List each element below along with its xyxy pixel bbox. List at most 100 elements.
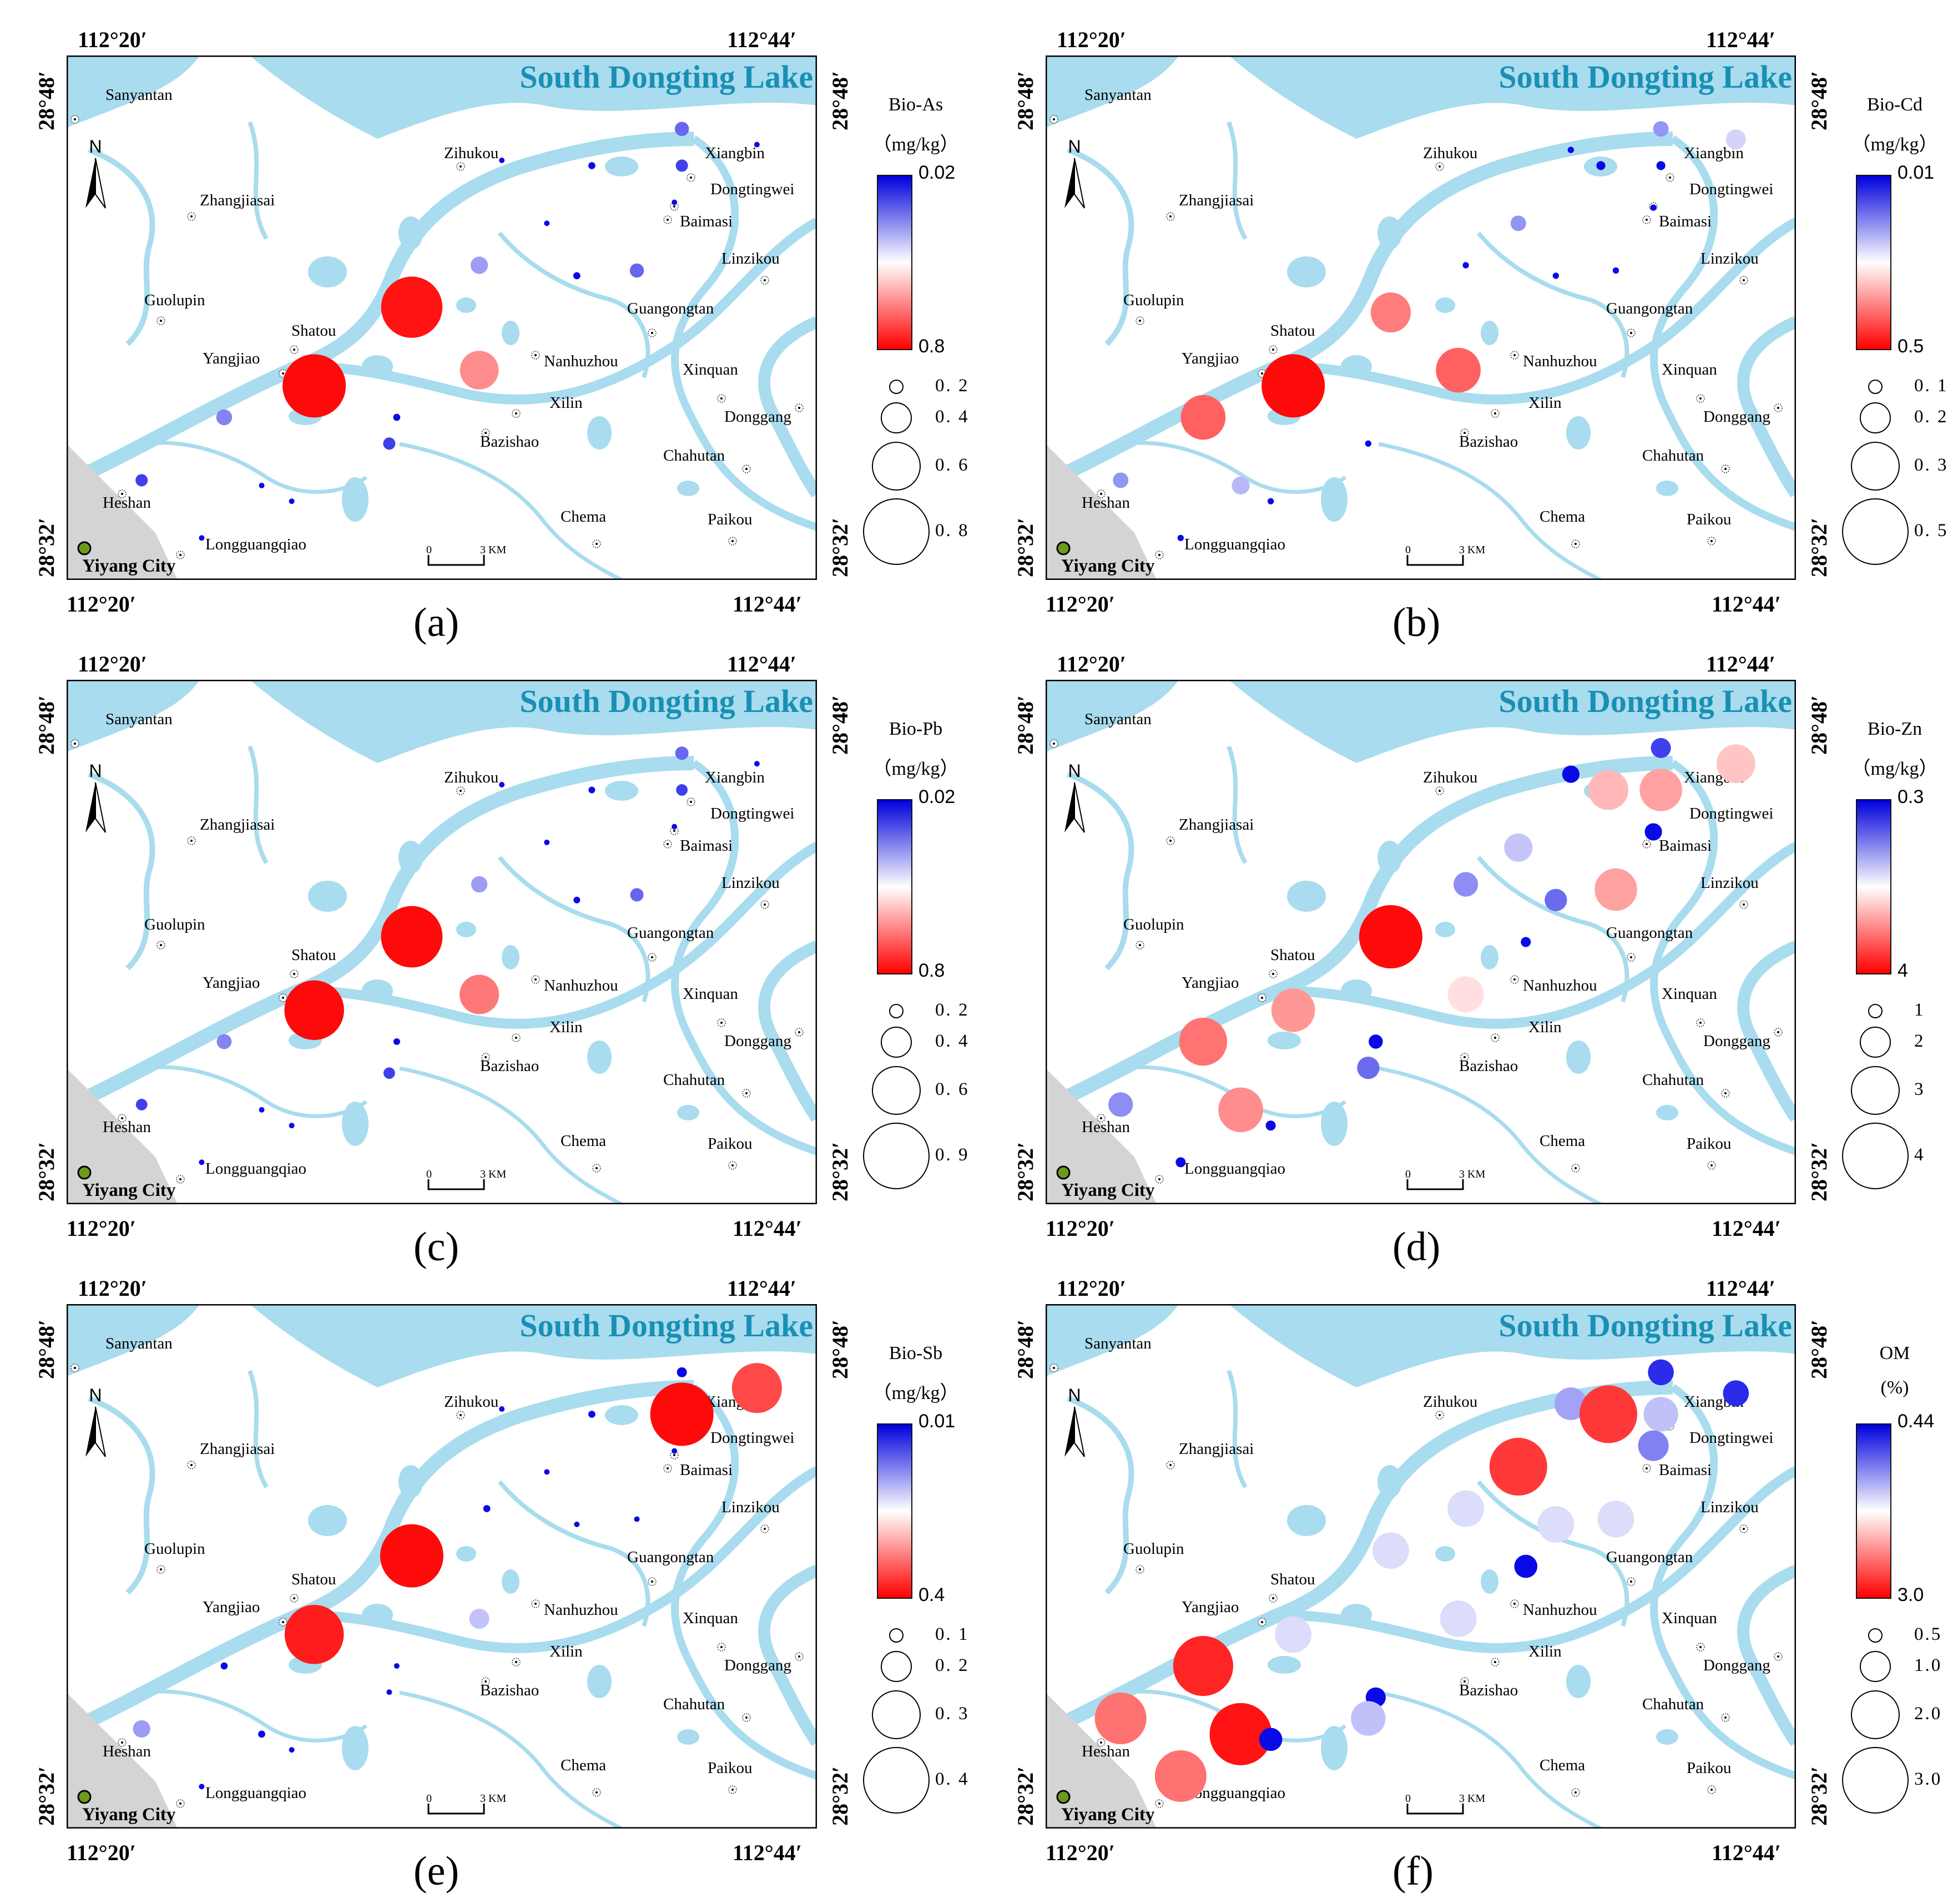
lat-label-top-left: 28°48′ — [1013, 695, 1038, 755]
channel-south — [399, 1066, 623, 1204]
sample-point — [393, 1038, 400, 1046]
lat-label-top-right: 28°48′ — [827, 70, 852, 130]
urban-area — [67, 1693, 178, 1829]
river-far-east — [758, 1564, 817, 1746]
lon-label-top-left: 112°20′ — [78, 1276, 148, 1301]
place-label: Chahutan — [1642, 1071, 1704, 1089]
place-chema: Chema — [561, 1756, 606, 1797]
color-bar-top-label: 0.01 — [919, 1411, 956, 1432]
legend-variable: OM — [1879, 1343, 1910, 1363]
main-river — [67, 132, 694, 489]
lake-area — [250, 680, 817, 763]
place-dongtingwei: Dongtingwei — [670, 1429, 794, 1459]
pond — [398, 841, 423, 874]
size-legend-label: 0. 3 — [1914, 455, 1949, 475]
sample-point — [629, 263, 644, 278]
place-linzikou: Linzikou — [721, 874, 780, 909]
sample-point — [380, 1524, 443, 1588]
place-label: Nanhuzhou — [1523, 977, 1597, 994]
pond — [398, 216, 423, 250]
place-label: Sanyantan — [105, 86, 173, 104]
sample-point — [675, 746, 689, 760]
svg-text:N: N — [1068, 1385, 1081, 1405]
place-label: Heshan — [1082, 494, 1130, 512]
sample-point — [1552, 272, 1560, 279]
river-east — [671, 760, 817, 1155]
size-legend-circle — [1868, 380, 1883, 394]
sample-point — [588, 1411, 596, 1418]
pond — [1377, 1465, 1402, 1498]
pond — [1435, 297, 1455, 313]
sample-point — [1447, 976, 1484, 1013]
place-label: Xilin — [549, 1643, 583, 1660]
sample-point — [499, 782, 505, 787]
channel-mid — [1476, 231, 1629, 378]
size-legend-circle — [872, 442, 921, 491]
sample-point — [672, 1448, 678, 1454]
lake-area-west — [1046, 680, 1179, 752]
sample-point — [1094, 1693, 1147, 1745]
lake-label: South Dongting Lake — [519, 59, 813, 95]
pond — [1656, 1729, 1678, 1745]
svg-text:3 KM: 3 KM — [480, 1792, 506, 1805]
sample-point — [381, 276, 443, 338]
sample-point — [544, 220, 550, 226]
place-zhangjiasai: Zhangjiasai — [1166, 191, 1254, 221]
place-heshan: Heshan — [1082, 1738, 1130, 1760]
place-label: Longguangqiao — [205, 1784, 306, 1802]
place-guolupin: Guolupin — [144, 1540, 205, 1574]
place-label: Shatou — [291, 946, 336, 964]
svg-text:N: N — [89, 137, 102, 156]
place-zihukou: Zihukou — [1423, 1393, 1477, 1420]
north-arrow-icon: N — [1064, 761, 1085, 833]
lon-label-bottom-left: 112°20′ — [67, 1216, 137, 1241]
scale-bar: 0 3 KM — [426, 544, 506, 566]
place-paikou: Paikou — [708, 1759, 753, 1794]
city-label: Yiyang City — [1061, 1180, 1155, 1200]
place-label: Xilin — [549, 1018, 583, 1036]
place-label: Xilin — [1528, 1643, 1562, 1660]
place-linzikou: Linzikou — [721, 1498, 780, 1533]
pond — [1321, 1102, 1348, 1146]
size-legend-label: 2.0 — [1914, 1704, 1942, 1724]
sample-point — [1514, 1554, 1538, 1578]
place-heshan: Heshan — [103, 489, 151, 512]
sample-point — [1372, 1532, 1409, 1569]
lat-label-bottom-left: 28°32′ — [1013, 517, 1038, 577]
place-longguangqiao: Longguangqiao — [176, 1784, 306, 1808]
pond — [1341, 1604, 1372, 1626]
sample-point — [544, 1469, 550, 1475]
sample-point — [1597, 1501, 1634, 1538]
sample-point — [470, 256, 488, 274]
sample-point — [1504, 833, 1533, 862]
pond — [342, 477, 369, 522]
sample-point — [1588, 770, 1629, 810]
sample-point — [1521, 937, 1531, 947]
place-label: Donggang — [1703, 408, 1770, 426]
pond — [677, 481, 699, 496]
sample-point — [383, 437, 396, 450]
sample-point — [1275, 1616, 1312, 1653]
pond — [1268, 1032, 1301, 1049]
place-label: Zihukou — [444, 769, 498, 786]
pond — [587, 416, 612, 450]
sample-point — [289, 1123, 295, 1129]
map-panel-f: Sanyantan Zihukou Xiangbin Zhangjiasai Dongt… — [979, 1249, 1958, 1894]
sample-point — [1232, 476, 1250, 495]
sample-point — [483, 1505, 491, 1512]
place-label: Zihukou — [1423, 769, 1477, 786]
pond — [587, 1665, 612, 1698]
place-label: Zihukou — [444, 144, 498, 162]
place-shatou: Shatou — [290, 1570, 336, 1603]
lake-area — [250, 1304, 817, 1387]
color-bar-bottom-label: 0.8 — [919, 960, 945, 981]
size-legend-label: 0. 8 — [935, 521, 970, 541]
sample-point — [383, 1067, 395, 1079]
place-chahutan: Chahutan — [663, 1695, 751, 1722]
place-label: Dongtingwei — [710, 180, 794, 198]
place-label: Linzikou — [721, 1498, 780, 1516]
map-panel-a: Sanyantan Zihukou Xiangbin Zhangjiasai Dongt… — [0, 0, 979, 645]
lat-label-bottom-left: 28°32′ — [1013, 1766, 1038, 1826]
lake-area — [250, 55, 817, 139]
place-label: Yangjiao — [1182, 974, 1239, 992]
